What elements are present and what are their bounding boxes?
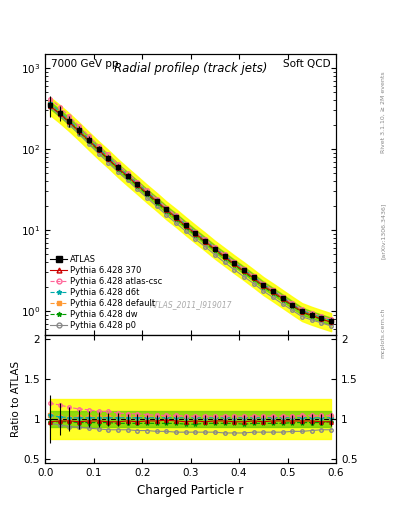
Text: 7000 GeV pp: 7000 GeV pp: [51, 59, 119, 70]
X-axis label: Charged Particle r: Charged Particle r: [138, 484, 244, 497]
Y-axis label: Ratio to ATLAS: Ratio to ATLAS: [11, 361, 21, 437]
Text: ATLAS_2011_I919017: ATLAS_2011_I919017: [149, 300, 232, 309]
Text: [arXiv:1306.3436]: [arXiv:1306.3436]: [381, 202, 386, 259]
Text: Rivet 3.1.10, ≥ 2M events: Rivet 3.1.10, ≥ 2M events: [381, 72, 386, 154]
Text: Soft QCD: Soft QCD: [283, 59, 330, 70]
Text: mcplots.cern.ch: mcplots.cern.ch: [381, 308, 386, 358]
Legend: ATLAS, Pythia 6.428 370, Pythia 6.428 atlas-csc, Pythia 6.428 d6t, Pythia 6.428 : ATLAS, Pythia 6.428 370, Pythia 6.428 at…: [48, 253, 164, 332]
Text: Radial profileρ (track jets): Radial profileρ (track jets): [114, 62, 267, 75]
